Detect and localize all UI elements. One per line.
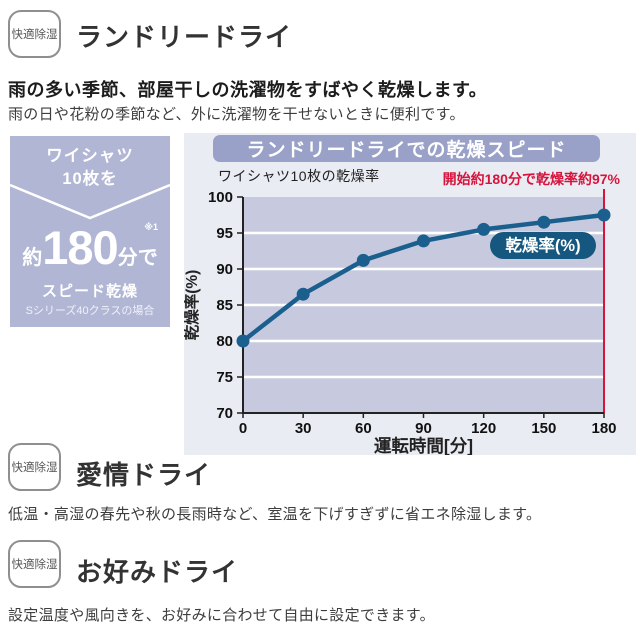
highlight-subject: ワイシャツ 10枚を [10,145,170,191]
data-point [417,234,430,248]
mode-badge-label: 快適除湿 [11,462,58,474]
section-title-okonomi-dry: お好みドライ [76,557,239,587]
section-title-aijou-dry: 愛情ドライ [76,460,212,490]
data-point [477,222,491,236]
y-tick-label: 75 [216,369,233,386]
x-tick-label: 90 [415,420,432,437]
x-tick-label: 150 [531,420,556,437]
chart-subtitle: ワイシャツ10枚の乾燥率 [218,168,380,184]
y-tick-label: 80 [216,333,233,350]
data-point [296,287,310,301]
x-tick-label: 0 [239,420,247,437]
laundry-lead: 雨の日や花粉の季節など、外に洗濯物を干せないときに便利です。 [8,106,465,123]
minutes-suffix: 分で [117,247,158,269]
x-tick-label: 30 [295,420,312,437]
highlight-minutes: 180 [42,221,118,274]
mode-badge-label: 快適除湿 [11,29,58,41]
highlight-time: 約 180 分で [10,224,170,271]
drying-speed-chart: ランドリードライでの乾燥スピード ワイシャツ10枚の乾燥率 開始約180分で乾燥… [184,133,636,455]
highlight-result-label: スピード乾燥 [41,283,138,300]
highlight-subject-line2: 10枚を [62,170,118,189]
y-axis-title: 乾燥率(%) [184,270,201,341]
data-point [537,215,551,229]
x-tick-label: 120 [471,420,496,437]
chart-annotation: 開始約180分で乾燥率約97% [442,171,620,187]
y-tick-label: 90 [216,261,233,278]
legend-label: 乾燥率(%) [505,235,580,255]
data-point [356,253,370,267]
approx-prefix: 約 [22,247,43,269]
x-axis-title: 運転時間[分] [374,436,473,455]
y-tick-label: 95 [216,225,233,242]
x-tick-label: 180 [591,420,616,437]
mode-badge-laundry: 快適除湿 [8,10,61,58]
x-tick-label: 60 [355,420,372,437]
y-tick-label: 85 [216,297,233,314]
legend-pill [490,232,596,259]
mode-badge-okonomi: 快適除湿 [8,540,61,588]
highlight-subject-line1: ワイシャツ [46,147,134,165]
okonomi-lead: 設定温度や風向きを、お好みに合わせて自由に設定できます。 [8,607,435,624]
mode-badge-label: 快適除湿 [11,559,58,571]
y-tick-label: 70 [216,405,233,422]
highlight-model-note: Sシリーズ40クラスの場合 [25,305,155,317]
aijou-lead: 低温・高湿の春先や秋の長雨時など、室温を下げすぎずに省エネ除湿します。 [8,506,542,523]
mode-badge-aijou: 快適除湿 [8,443,61,491]
chevron-down-icon [10,183,170,220]
section-title-laundry-dry: ランドリードライ [76,22,293,52]
data-point [236,334,250,348]
data-point [597,208,611,222]
drying-rate-plot: 70 75 80 85 90 95 100 0 30 60 90 120 150 180 乾燥率(%) 運転時… [184,189,617,455]
chart-title: ランドリードライでの乾燥スピード [246,140,567,161]
y-tick-label: 100 [208,189,233,206]
highlight-box: ワイシャツ 10枚を 約 180 分で ※1 スピード乾燥 Sシリーズ40クラスの場… [10,136,170,327]
footnote-mark: ※1 [144,222,158,232]
chart-title-bar: ランドリードライでの乾燥スピード [213,135,600,162]
laundry-lead-bold: 雨の多い季節、部屋干しの洗濯物をすばやく乾燥します。 [8,80,488,100]
